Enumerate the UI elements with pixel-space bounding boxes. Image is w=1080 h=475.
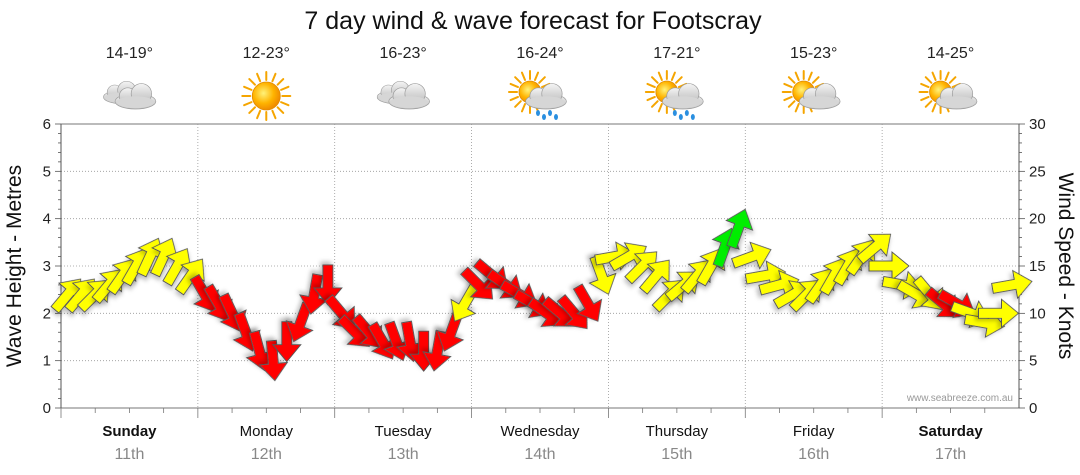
wind-arrow [351,313,383,349]
right-tick-label: 10 [1029,305,1046,322]
rain-drops [536,110,558,120]
day-name-label: Friday [793,423,835,440]
partly-cloudy-icon [781,70,841,114]
right-tick-label: 0 [1029,400,1037,417]
right-tick-label: 15 [1029,258,1046,275]
day-date-label: 12th [251,446,282,463]
temperature-label: 16-24° [516,45,563,62]
day-date-label: 17th [935,446,966,463]
left-tick-label: 4 [43,211,51,228]
day-name-label: Tuesday [375,423,432,440]
cloudy-icon [376,80,430,110]
temperature-label: 12-23° [243,45,290,62]
right-tick-label: 5 [1029,353,1037,370]
day-name-label: Saturday [918,423,983,440]
day-date-label: 13th [388,446,419,463]
showers-icon [508,70,567,120]
wind-arrow [312,264,343,306]
rain-drops [672,110,695,120]
chart-title: 7 day wind & wave forecast for Footscray [304,7,762,35]
wind-arrow [725,208,754,250]
wind-arrows [50,208,1033,382]
wind-arrow [572,283,603,322]
cloudy-icon [103,80,157,110]
left-tick-label: 1 [43,353,51,370]
sunny-icon [241,71,292,121]
day-date-label: 15th [661,446,692,463]
left-axis: 0 1 2 3 4 5 6 [43,116,986,418]
temperature-label: 17-21° [653,45,700,62]
day-date-label: 11th [114,446,144,463]
cloud-shape [935,83,978,110]
wind-arrow [174,258,205,296]
left-tick-label: 6 [43,116,51,133]
left-tick-label: 2 [43,305,51,322]
left-tick-label: 0 [43,400,51,417]
temperature-label: 14-19° [106,45,153,62]
weather-forecast-row: 14-19° 12-23° 16-23° 16-24° 17-21° 15-23° 14-2… [103,45,978,121]
day-name-label: Thursday [646,423,709,440]
day-name-label: Wednesday [501,423,580,440]
cloud-shape [388,83,430,110]
left-tick-label: 5 [43,163,51,180]
wind-arrow [804,267,835,305]
right-axis-title: Wind Speed - Knots [1054,173,1077,360]
left-tick-label: 3 [43,258,51,275]
day-name-label: Monday [240,423,294,440]
day-name-label: Sunday [102,423,157,440]
wind-arrow [856,233,892,265]
right-tick-label: 20 [1029,211,1046,228]
temperature-label: 15-23° [790,45,837,62]
wind-arrow [638,259,670,295]
right-tick-label: 25 [1029,163,1046,180]
day-labels: Sunday 11th Monday 12th Tuesday 13th Wednesday… [102,423,983,463]
wind-arrow [680,259,711,295]
day-date-label: 16th [798,446,829,463]
day-date-label: 14th [524,446,555,463]
sun-shape [241,71,292,121]
cloud-shape [525,83,567,110]
partly-cloudy-icon [918,70,978,114]
wind-arrow [991,269,1033,300]
right-tick-label: 30 [1029,116,1046,133]
temperature-label: 14-25° [927,45,974,62]
wind-arrow [978,298,1020,329]
wind-arrow [258,339,289,382]
wind-arrow [868,251,910,281]
left-axis-title: Wave Height - Metres [3,165,26,367]
right-axis: 0 5 10 15 20 25 30 [1018,116,1046,417]
wind-arrow [106,258,137,296]
wind-arrow [731,241,772,270]
showers-icon [644,70,704,120]
watermark: www.seabreeze.com.au [906,393,1013,404]
temperature-label: 16-23° [379,45,426,62]
cloud-shape [662,83,704,110]
cloud-shape [114,83,157,110]
cloud-shape [798,83,841,110]
